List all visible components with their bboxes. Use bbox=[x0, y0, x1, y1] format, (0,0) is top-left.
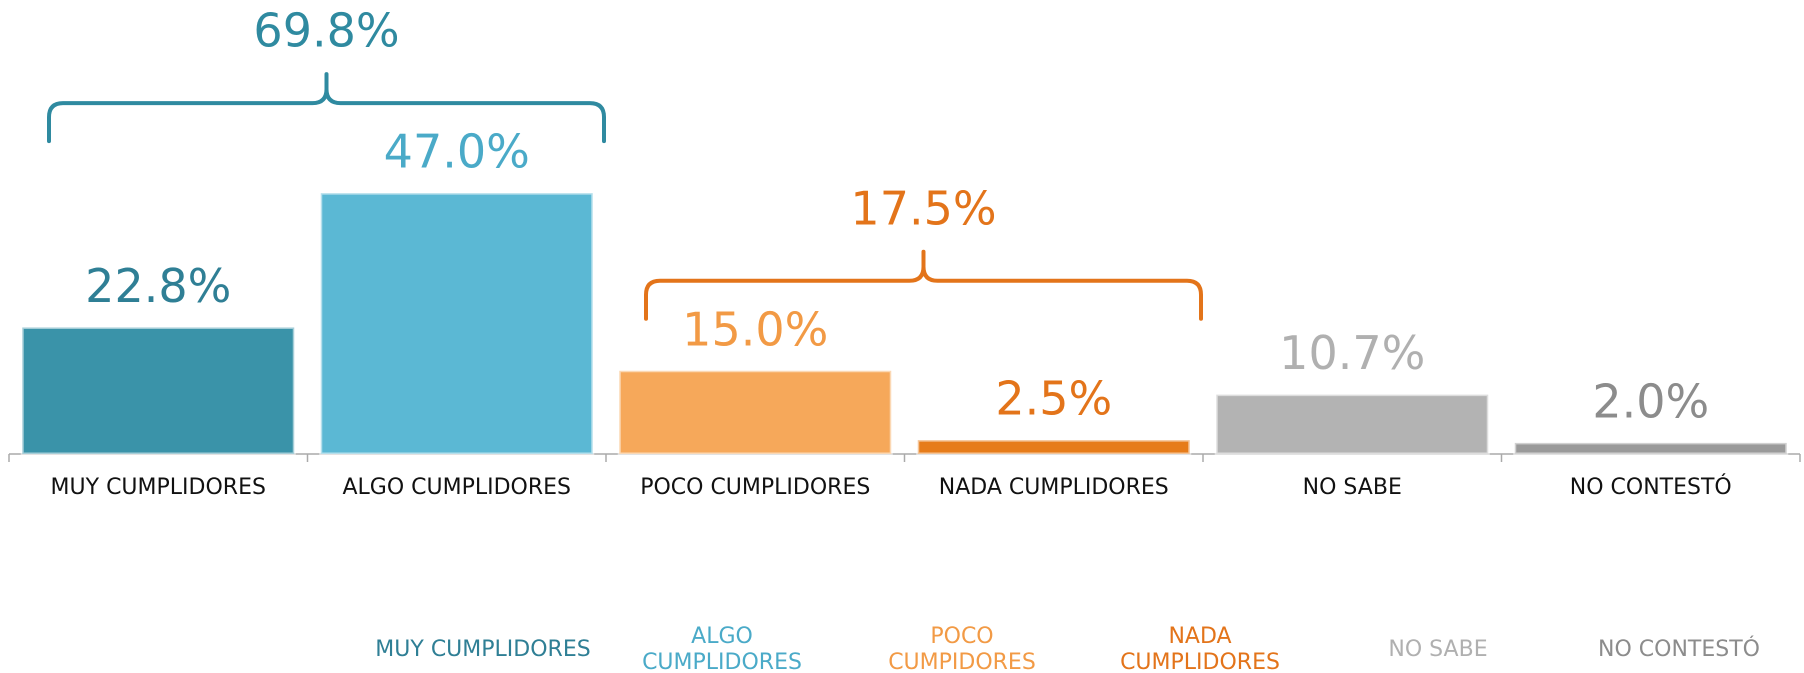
legend-entry: MUY CUMPLIDORES bbox=[375, 637, 591, 662]
value-label: 15.0% bbox=[682, 302, 828, 356]
bar bbox=[1214, 393, 1490, 456]
bracket-label: 17.5% bbox=[850, 181, 996, 235]
x-tick-label: NO SABE bbox=[1303, 475, 1402, 500]
bar bbox=[617, 369, 893, 456]
legend-entry: NADA CUMPLIDORES bbox=[1120, 624, 1280, 673]
bracket-label: 69.8% bbox=[253, 4, 399, 58]
legend-entry: NO SABE bbox=[1388, 637, 1488, 662]
x-tick-label: ALGO CUMPLIDORES bbox=[342, 475, 571, 500]
x-tick-label: POCO CUMPLIDORES bbox=[640, 475, 870, 500]
legend-entry: POCO CUMPIDORES bbox=[888, 624, 1036, 673]
x-tick-label: MUY CUMPLIDORES bbox=[51, 475, 266, 500]
bracket bbox=[47, 72, 606, 144]
x-tick-label: NO CONTESTÓ bbox=[1570, 474, 1732, 500]
bar bbox=[319, 191, 595, 456]
legend-entry: NO CONTESTÓ bbox=[1598, 637, 1760, 662]
bar bbox=[1513, 441, 1789, 456]
value-label: 2.5% bbox=[995, 372, 1112, 426]
value-label: 2.0% bbox=[1592, 374, 1709, 428]
value-label: 47.0% bbox=[384, 125, 530, 179]
bracket bbox=[644, 249, 1203, 321]
x-tick-label: NADA CUMPLIDORES bbox=[939, 475, 1169, 500]
bar bbox=[20, 325, 296, 456]
bar bbox=[916, 438, 1192, 456]
legend-entry: ALGO CUMPLIDORES bbox=[642, 624, 802, 673]
value-label: 10.7% bbox=[1279, 326, 1425, 380]
value-label: 22.8% bbox=[85, 259, 231, 313]
